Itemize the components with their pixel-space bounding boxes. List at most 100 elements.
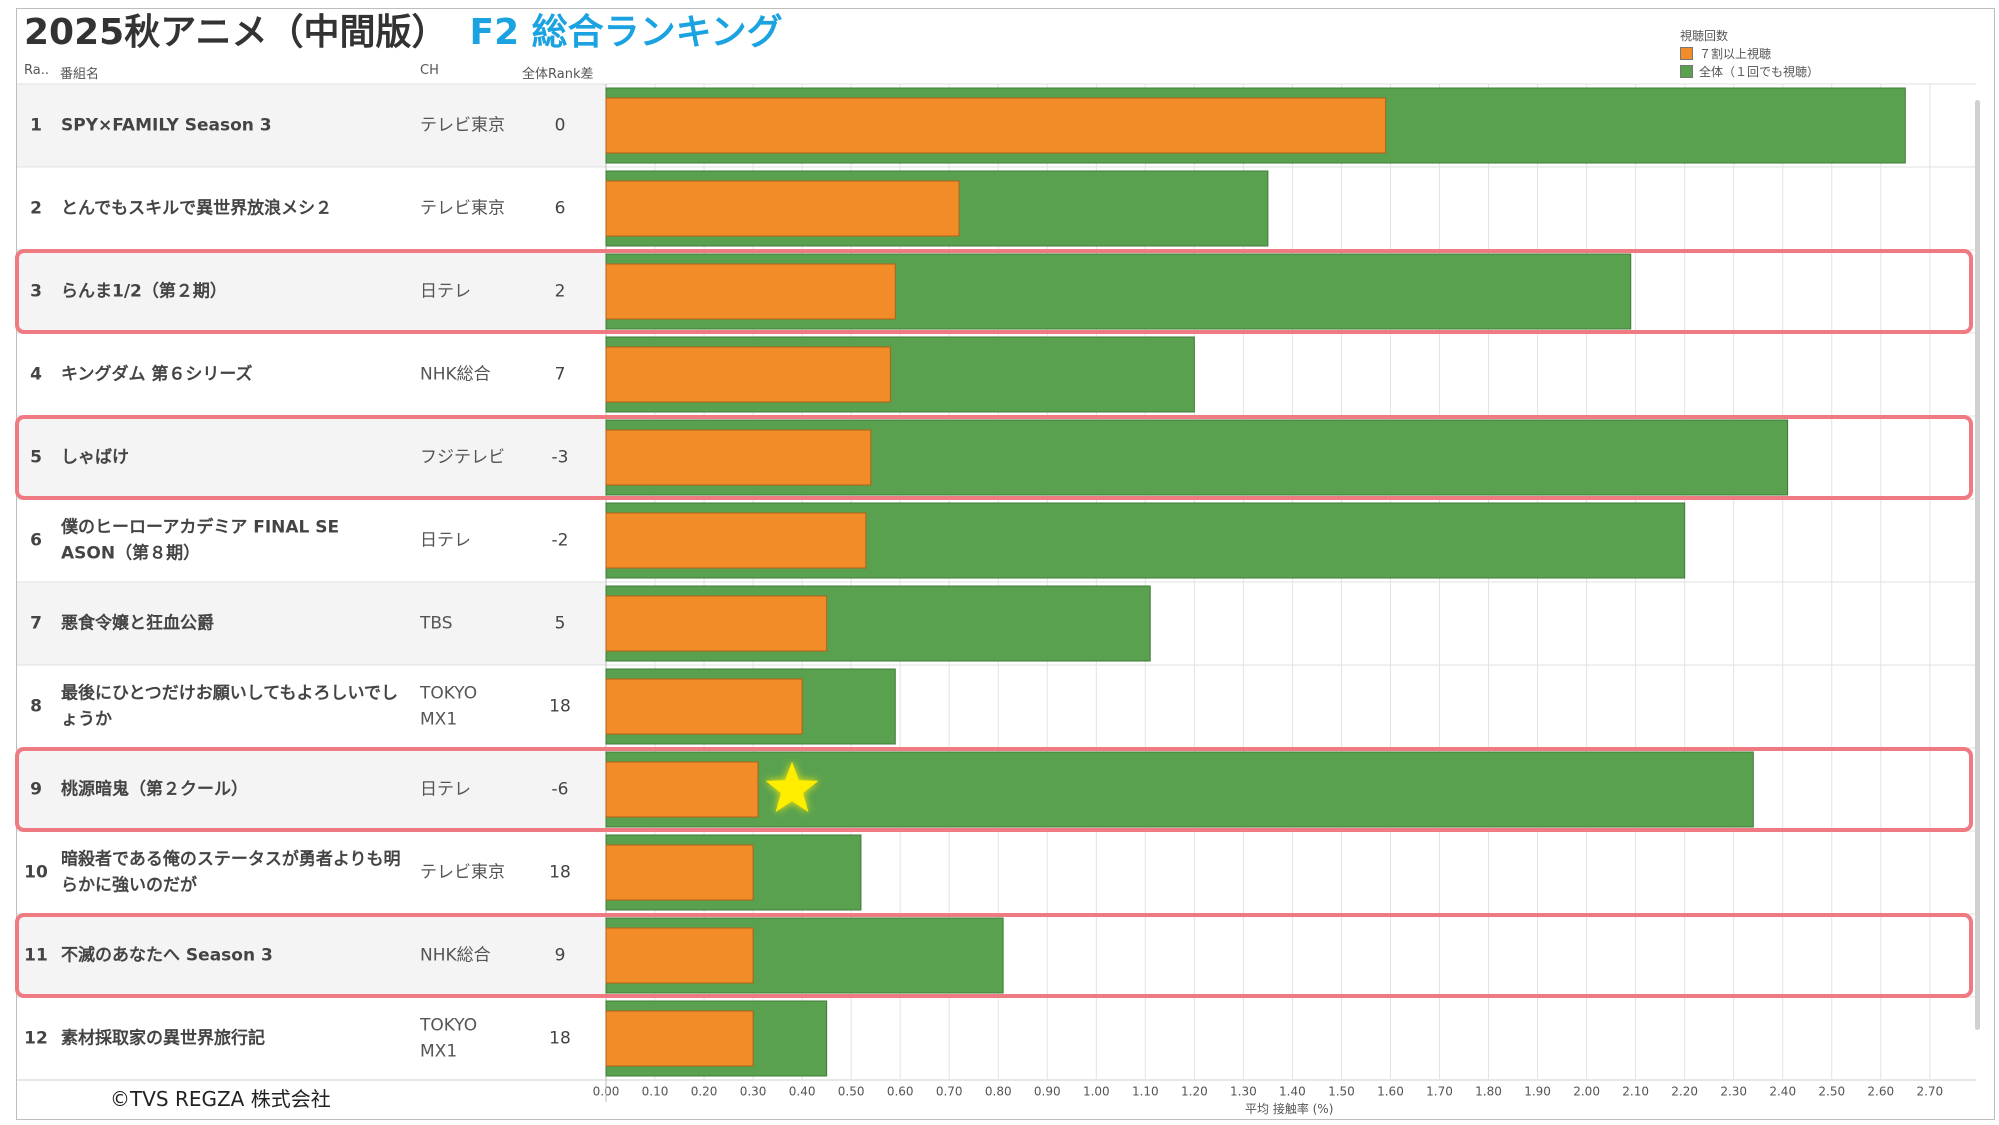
bar-over70[interactable] [605,1010,754,1067]
legend-swatch-orange [1680,46,1693,60]
program-name: とんでもスキルで異世界放浪メシ２ [61,198,332,219]
channel-label: フジテレビ [420,448,505,468]
rank-label: 2 [30,199,42,219]
bar-over70[interactable] [605,595,828,652]
x-tick-label: 2.70 [1916,1085,1943,1099]
rank-label: 4 [30,365,42,385]
header-rank[interactable]: Ra.. [24,63,49,78]
rank-label: 8 [30,697,42,717]
x-tick-label: 1.90 [1524,1085,1551,1099]
channel-label: テレビ東京 [420,199,505,219]
copyright: ©TVS REGZA 株式会社 [110,1087,331,1111]
channel-label: テレビ東京 [420,116,505,136]
bar-over70[interactable] [605,678,803,735]
row-bg-left [17,831,606,914]
channel-label: 日テレ [420,531,471,551]
title-sub: F2 総合ランキング [469,12,783,53]
channel-label: MX1 [420,710,457,730]
row-bg-left [17,333,606,416]
row-bg-left [17,748,606,831]
program-name: 桃源暗鬼（第２クール） [61,779,248,800]
vertical-scrollbar[interactable] [1975,100,1980,1030]
bar-over70[interactable] [605,429,872,486]
rank-label: 12 [24,1029,48,1049]
rank-diff: 0 [555,116,566,136]
rank-label: 10 [24,863,48,883]
x-tick-label: 0.20 [691,1085,718,1099]
bar-over70[interactable] [605,844,754,901]
x-tick-label: 2.40 [1769,1085,1796,1099]
x-tick-label: 1.20 [1181,1085,1208,1099]
channel-label: MX1 [420,1042,457,1062]
rank-diff: 6 [555,199,566,219]
title-main: 2025秋アニメ（中間版） [24,12,448,53]
x-tick-label: 0.60 [887,1085,914,1099]
bar-over70[interactable] [605,512,867,569]
rank-diff: 7 [555,365,566,385]
bar-over70[interactable] [605,263,896,320]
rank-diff: 18 [549,863,571,883]
x-tick-label: 0.70 [936,1085,963,1099]
rank-label: 6 [30,531,42,551]
x-tick-label: 1.60 [1377,1085,1404,1099]
legend-label-total: 全体（１回でも視聴） [1699,64,1820,79]
header-ch[interactable]: CH [420,63,439,78]
x-tick-label: 0.90 [1034,1085,1061,1099]
legend-item-total[interactable]: 全体（１回でも視聴） [1680,62,1819,80]
rank-diff: -2 [552,531,569,551]
rank-diff: 9 [555,946,566,966]
program-name: 素材採取家の異世界旅行記 [61,1028,265,1049]
x-tick-label: 2.60 [1867,1085,1894,1099]
chart-frame [16,8,1995,1120]
legend-item-over70[interactable]: ７割以上視聴 [1680,44,1819,62]
program-name: 暗殺者である俺のステータスが勇者よりも明 [61,849,401,870]
program-name: SPY×FAMILY Season 3 [61,116,272,136]
x-tick-label: 0.80 [985,1085,1012,1099]
highlight-box [15,747,1973,832]
rank-label: 5 [30,448,42,468]
x-tick-label: 2.30 [1720,1085,1747,1099]
bar-over70[interactable] [605,761,759,818]
program-name: ASON（第８期） [61,543,200,564]
rank-diff: -6 [552,780,569,800]
channel-label: TOKYO [419,684,477,704]
row-bg-left [17,665,606,748]
header-rankdiff[interactable]: 全体Rank差 [522,67,594,82]
rank-diff: -3 [552,448,569,468]
rank-diff: 18 [549,697,571,717]
bar-over70[interactable] [605,927,754,984]
rank-diff: 2 [555,282,566,302]
x-tick-label: 1.40 [1279,1085,1306,1099]
rank-label: 11 [24,946,48,966]
program-name: らんま1/2（第２期） [61,281,227,302]
row-bg-left [17,250,606,333]
x-tick-label: 0.40 [789,1085,816,1099]
x-tick-label: 1.70 [1426,1085,1453,1099]
bar-over70[interactable] [605,346,891,403]
rank-label: 7 [30,614,42,634]
x-tick-label: 0.30 [740,1085,767,1099]
program-name: ょうか [61,710,112,730]
x-tick-label: 2.50 [1818,1085,1845,1099]
bar-over70[interactable] [605,180,960,237]
header-program[interactable]: 番組名 [60,67,100,82]
row-bg-left [17,84,606,167]
rank-label: 9 [30,780,42,800]
channel-label: TOKYO [419,1016,477,1036]
legend-swatch-green [1680,64,1693,78]
rank-label: 1 [30,116,42,136]
bar-over70[interactable] [605,97,1387,154]
program-name: しゃばけ [61,448,129,468]
row-bg-left [17,416,606,499]
row-bg-left [17,582,606,665]
x-tick-label: 2.20 [1671,1085,1698,1099]
program-name: 不滅のあなたへ Season 3 [61,945,273,966]
highlight-box [15,249,1973,334]
x-tick-label: 0.50 [838,1085,865,1099]
x-tick-label: 1.00 [1083,1085,1110,1099]
x-tick-label: 1.50 [1328,1085,1355,1099]
program-name: 悪食令嬢と狂血公爵 [61,613,214,634]
program-name: らかに強いのだが [61,875,197,896]
row-bg-left [17,914,606,997]
